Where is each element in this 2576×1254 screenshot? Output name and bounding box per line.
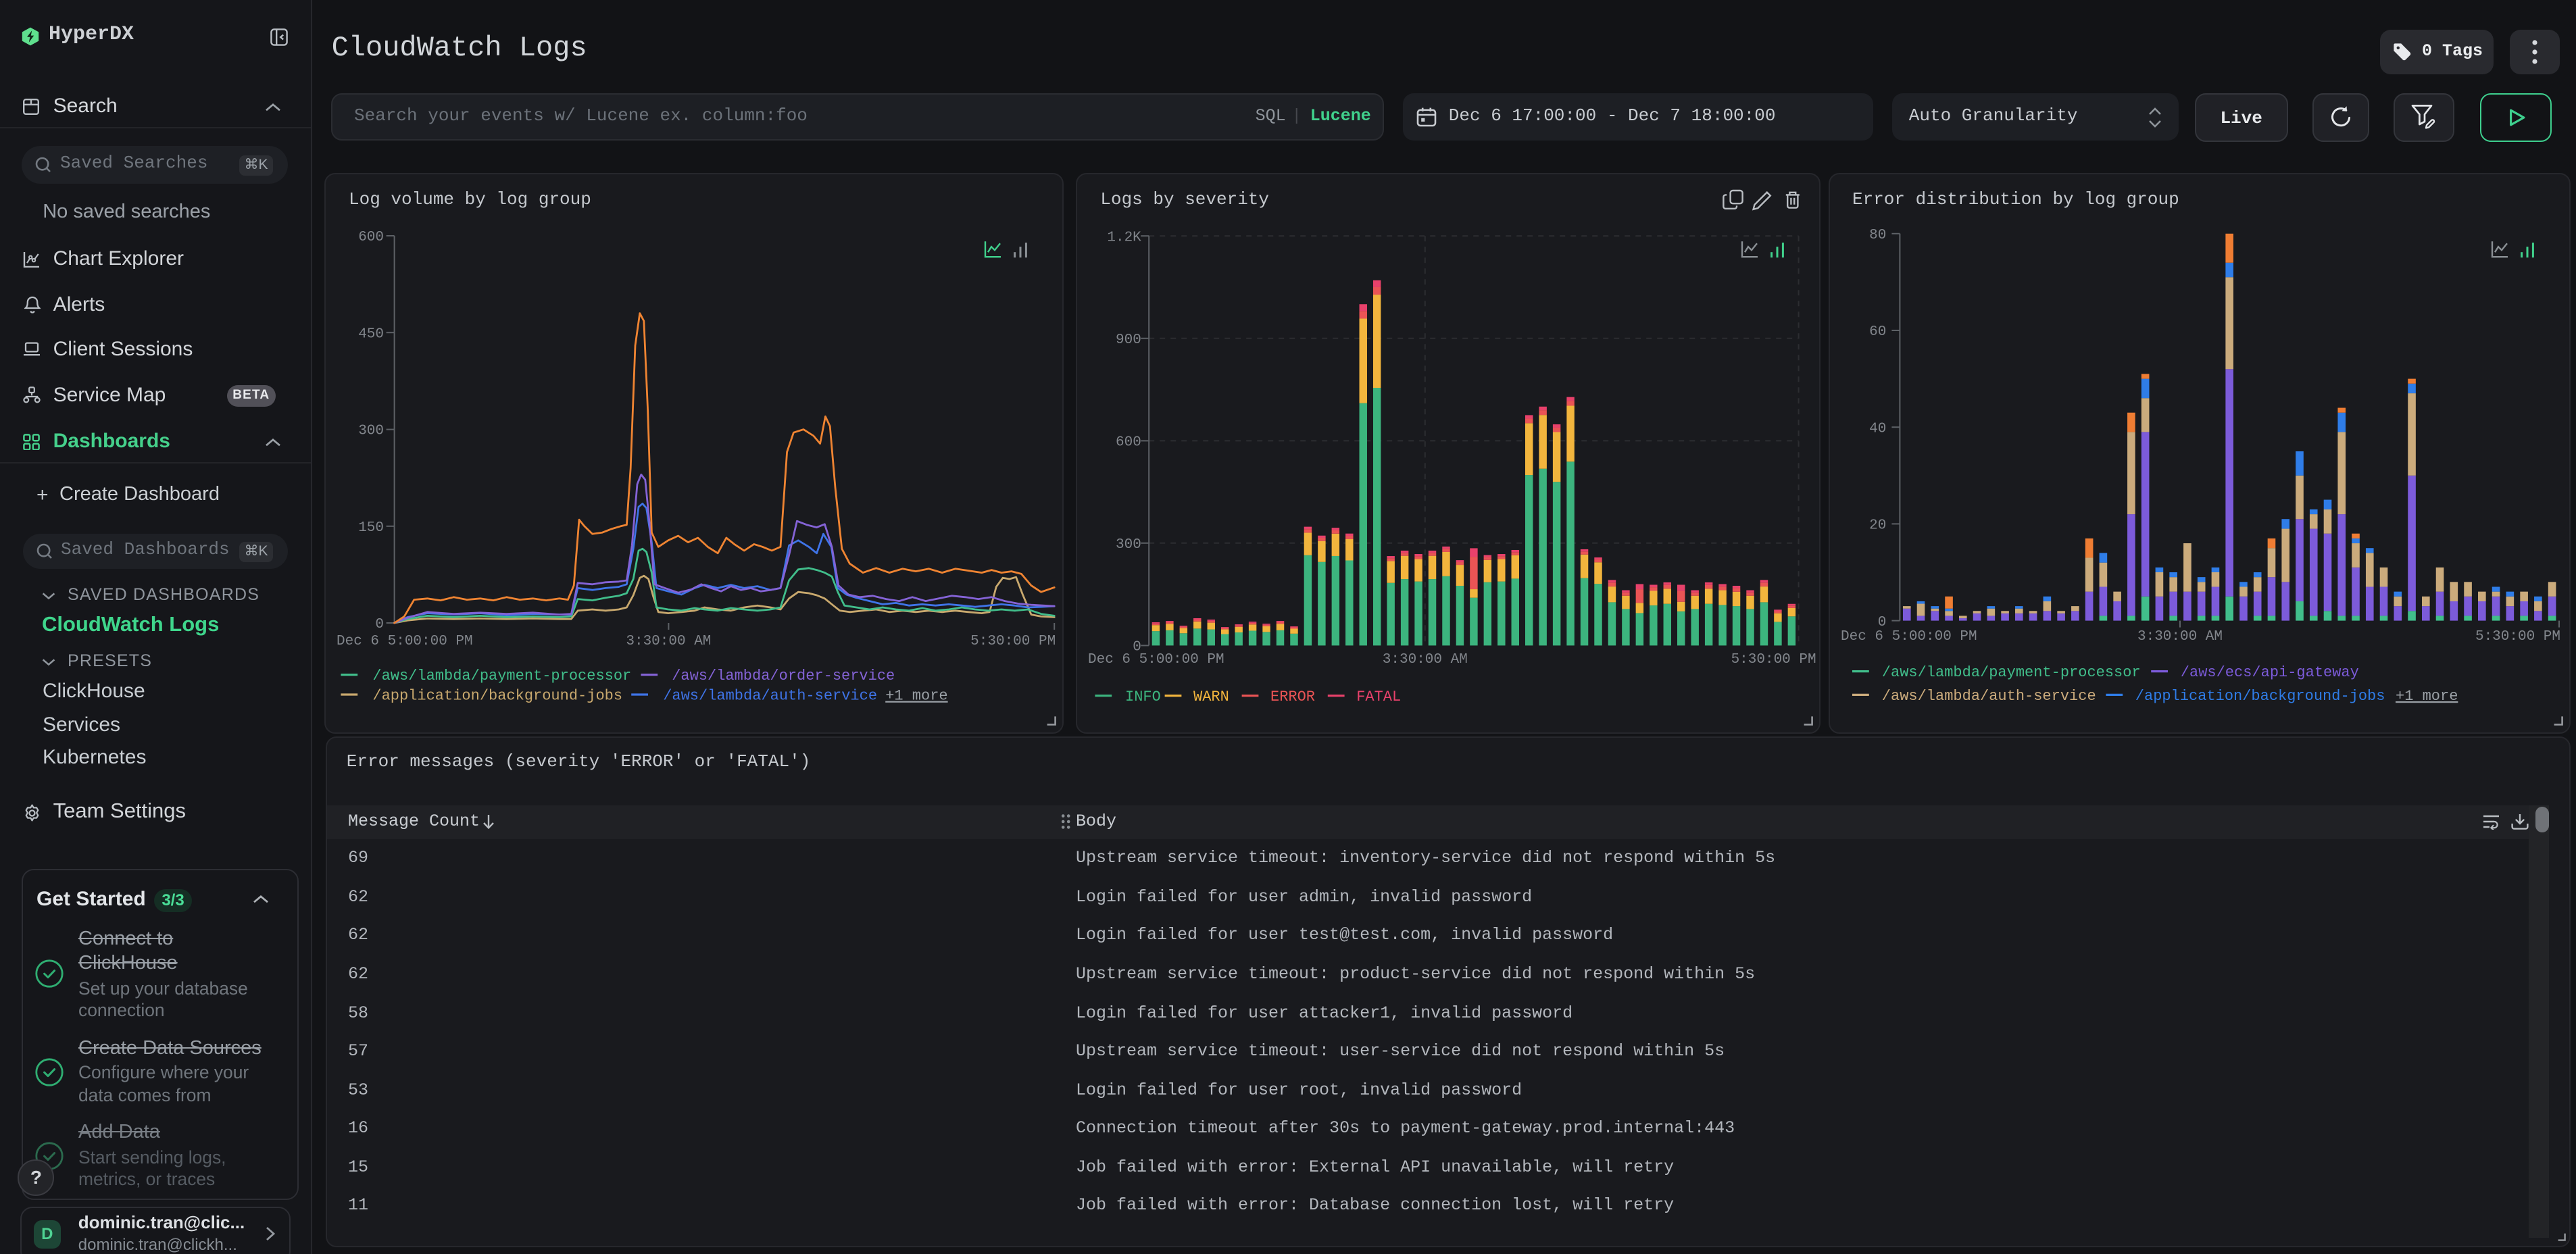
- svg-text:3:30:00 AM: 3:30:00 AM: [1383, 652, 1468, 668]
- svg-text:Dec 6 5:00:00 PM: Dec 6 5:00:00 PM: [337, 634, 473, 649]
- svg-text:0: 0: [1133, 640, 1142, 655]
- svg-text:1.2K: 1.2K: [1108, 230, 1142, 245]
- svg-text:0: 0: [375, 617, 384, 632]
- svg-text:WARN: WARN: [1193, 688, 1229, 705]
- svg-text:900: 900: [1116, 332, 1141, 348]
- svg-text:ERROR: ERROR: [1270, 688, 1315, 705]
- svg-text:3:30:00 AM: 3:30:00 AM: [626, 634, 711, 649]
- svg-text:/application/background-jobs: /application/background-jobs: [372, 688, 622, 705]
- svg-text:Dec 6 5:00:00 PM: Dec 6 5:00:00 PM: [1840, 629, 1977, 645]
- svg-text:600: 600: [358, 230, 384, 245]
- svg-text:20: 20: [1868, 518, 1885, 534]
- svg-text:5:30:00 PM: 5:30:00 PM: [2475, 629, 2560, 645]
- svg-text:80: 80: [1868, 228, 1885, 243]
- svg-text:/application/background-jobs: /application/background-jobs: [2135, 688, 2385, 705]
- svg-text:+1 more: +1 more: [2395, 688, 2457, 705]
- svg-text:5:30:00 PM: 5:30:00 PM: [1731, 652, 1816, 668]
- svg-text:/aws/lambda/auth-service: /aws/lambda/auth-service: [663, 688, 877, 705]
- svg-text:/aws/lambda/auth-service: /aws/lambda/auth-service: [1881, 688, 2096, 705]
- svg-text:0: 0: [1877, 615, 1886, 630]
- svg-text:600: 600: [1116, 435, 1141, 451]
- svg-text:450: 450: [358, 326, 384, 342]
- svg-text:5:30:00 PM: 5:30:00 PM: [970, 634, 1056, 649]
- svg-text:Dec 6 5:00:00 PM: Dec 6 5:00:00 PM: [1088, 652, 1224, 668]
- svg-text:40: 40: [1868, 421, 1885, 436]
- svg-text:/aws/lambda/order-service: /aws/lambda/order-service: [672, 668, 895, 684]
- svg-text:/aws/lambda/payment-processor: /aws/lambda/payment-processor: [372, 668, 631, 684]
- svg-text:150: 150: [358, 520, 384, 536]
- svg-text:FATAL: FATAL: [1357, 688, 1402, 705]
- svg-text:/aws/ecs/api-gateway: /aws/ecs/api-gateway: [2180, 664, 2358, 681]
- svg-text:300: 300: [1116, 537, 1141, 553]
- svg-text:60: 60: [1868, 324, 1885, 340]
- svg-text:INFO: INFO: [1125, 688, 1161, 705]
- svg-text:/aws/lambda/payment-processor: /aws/lambda/payment-processor: [1881, 664, 2140, 681]
- svg-text:3:30:00 AM: 3:30:00 AM: [2137, 629, 2222, 645]
- svg-text:+1 more: +1 more: [885, 688, 947, 705]
- svg-text:300: 300: [358, 424, 384, 439]
